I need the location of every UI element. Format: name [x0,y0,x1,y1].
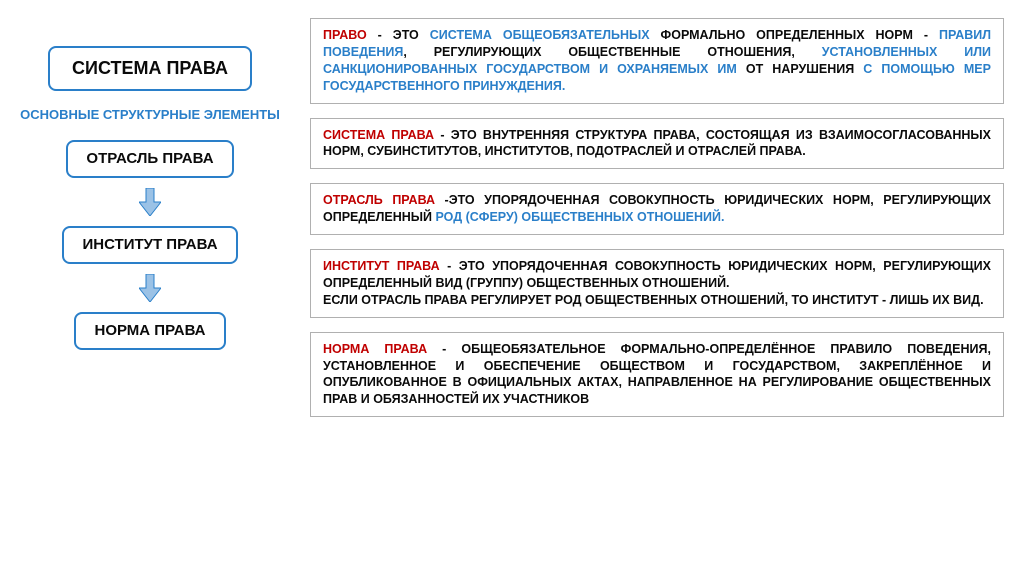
definition-pravo: ПРАВО - ЭТО СИСТЕМА ОБЩЕОБЯЗАТЕЛЬНЫХ ФОР… [310,18,1004,104]
main-title-box: СИСТЕМА ПРАВА [48,46,252,91]
definitions-column: ПРАВО - ЭТО СИСТЕМА ОБЩЕОБЯЗАТЕЛЬНЫХ ФОР… [310,18,1004,556]
arrow-down-icon [139,188,161,216]
definition-sistema-prava: СИСТЕМА ПРАВА - ЭТО ВНУТРЕННЯЯ СТРУКТУРА… [310,118,1004,170]
subtitle-label: ОСНОВНЫЕ СТРУКТУРНЫЕ ЭЛЕМЕНТЫ [20,107,280,124]
definition-otrasl-prava: ОТРАСЛЬ ПРАВА -ЭТО УПОРЯДОЧЕННАЯ СОВОКУП… [310,183,1004,235]
left-column: СИСТЕМА ПРАВА ОСНОВНЫЕ СТРУКТУРНЫЕ ЭЛЕМЕ… [20,18,280,556]
structure-item-institute: ИНСТИТУТ ПРАВА [62,226,237,264]
structure-item-norm: НОРМА ПРАВА [74,312,225,350]
structure-item-branch: ОТРАСЛЬ ПРАВА [66,140,233,178]
definition-institut-prava: ИНСТИТУТ ПРАВА - ЭТО УПОРЯДОЧЕННАЯ СОВОК… [310,249,1004,318]
arrow-down-icon [139,274,161,302]
definition-norma-prava: НОРМА ПРАВА - ОБЩЕОБЯЗАТЕЛЬНОЕ ФОРМАЛЬНО… [310,332,1004,418]
